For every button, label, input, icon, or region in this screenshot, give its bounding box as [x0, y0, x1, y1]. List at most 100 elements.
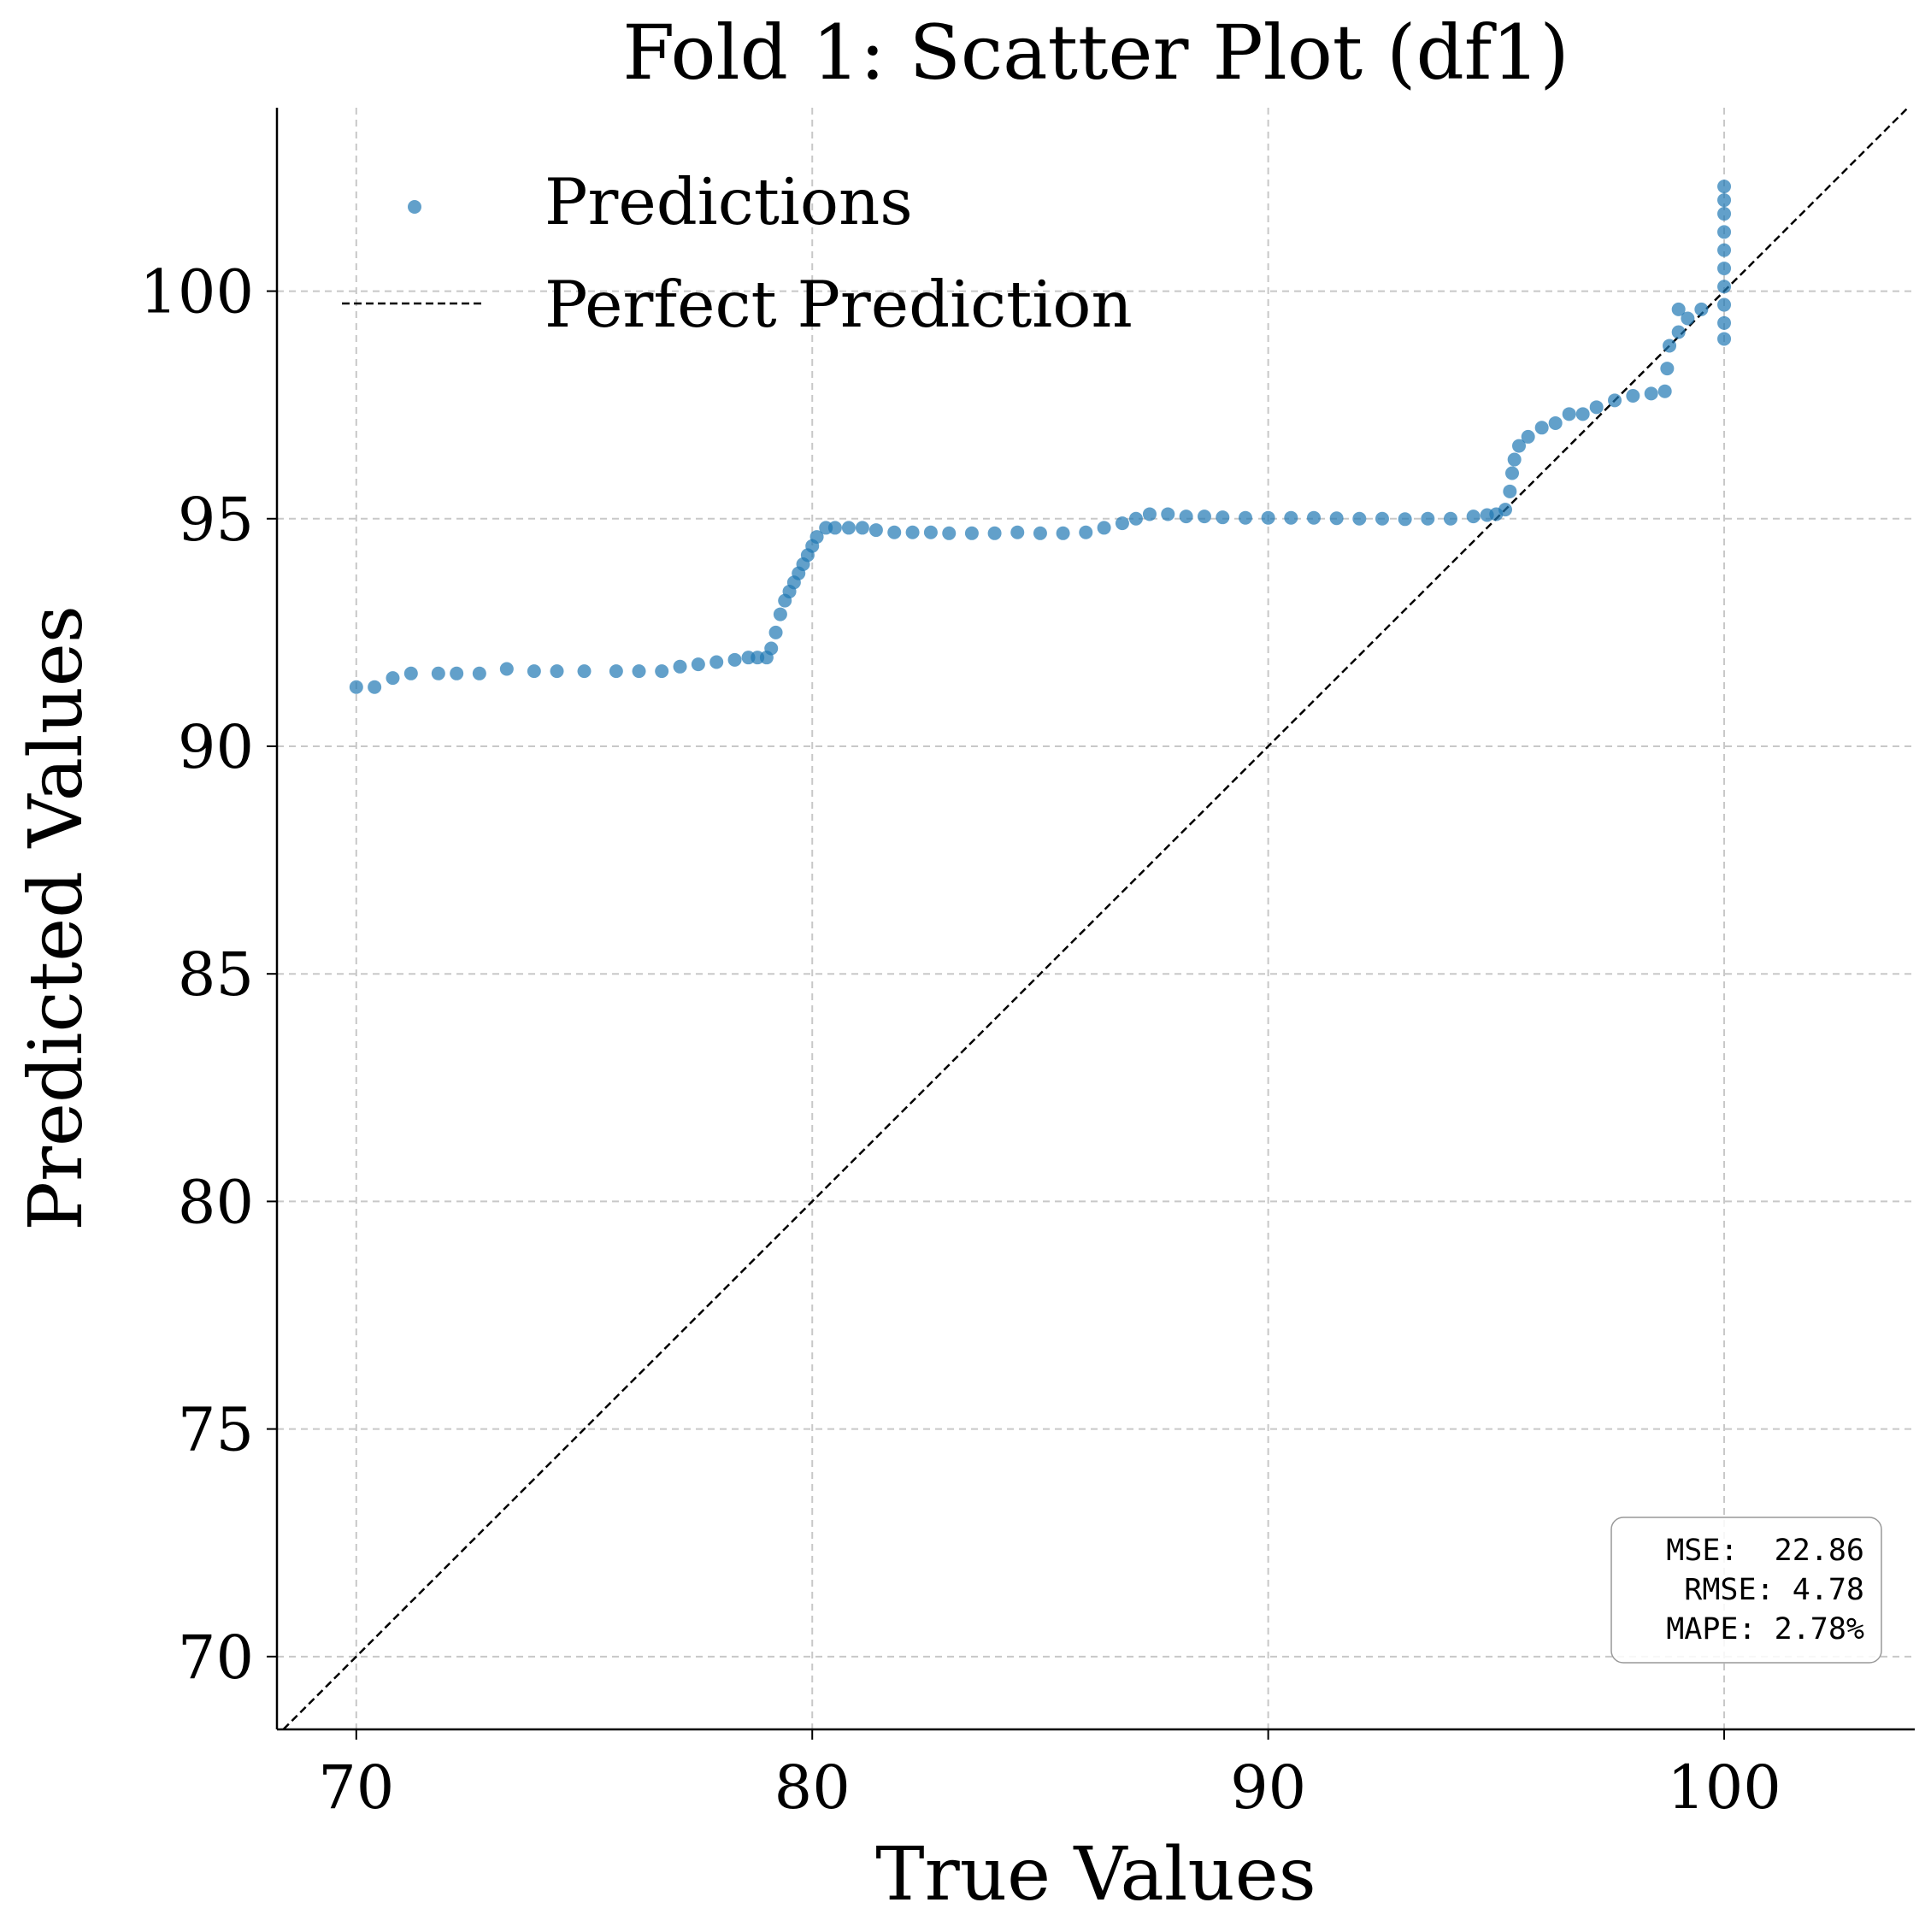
stats-box	[1610, 1517, 1882, 1664]
data-point	[1663, 339, 1677, 353]
data-point	[1575, 407, 1590, 421]
data-point	[773, 607, 787, 621]
data-point	[1179, 510, 1193, 524]
data-point	[1398, 512, 1412, 527]
stats-text: MAPE: 2.78%	[1666, 1612, 1864, 1646]
data-point	[691, 657, 705, 672]
data-point	[1284, 510, 1298, 525]
data-point	[1644, 386, 1658, 401]
data-point	[472, 666, 486, 680]
data-point	[499, 662, 514, 676]
data-point	[1512, 439, 1527, 453]
data-point	[1671, 302, 1686, 316]
data-point	[527, 664, 541, 679]
data-point	[1161, 507, 1175, 521]
data-point	[673, 659, 687, 674]
data-point	[841, 521, 856, 535]
legend-label: Perfect Prediction	[545, 267, 1133, 342]
data-point	[764, 641, 779, 656]
data-point	[809, 530, 824, 545]
x-tick-label: 80	[774, 1752, 851, 1823]
reference-line	[282, 107, 1909, 1730]
data-point	[1717, 243, 1732, 257]
chart-title: Fold 1: Scatter Plot (df1)	[622, 9, 1569, 97]
data-point	[942, 526, 957, 540]
data-point	[1097, 521, 1111, 535]
data-point	[1261, 510, 1275, 525]
data-point	[1033, 526, 1047, 540]
data-point	[827, 521, 842, 535]
data-point	[855, 521, 869, 535]
data-point	[1443, 511, 1457, 526]
data-point	[1717, 297, 1732, 312]
data-point	[964, 526, 979, 540]
stats-text: MSE: 22.86	[1666, 1534, 1864, 1568]
x-tick-label: 70	[318, 1752, 394, 1823]
data-point	[1681, 311, 1695, 326]
data-point	[1562, 407, 1576, 421]
data-point	[1717, 193, 1732, 208]
data-point	[1306, 510, 1321, 525]
legend-label: Predictions	[545, 164, 913, 239]
legend-marker	[408, 200, 421, 214]
y-tick-label: 75	[178, 1395, 254, 1465]
y-axis-label: Predicted Values	[14, 605, 99, 1231]
data-point	[1657, 384, 1672, 398]
data-point	[632, 664, 646, 679]
data-point	[450, 666, 464, 680]
x-axis-label: True Values	[875, 1832, 1316, 1917]
data-point	[1115, 516, 1129, 531]
data-point	[1534, 421, 1549, 435]
data-point	[1521, 429, 1535, 444]
data-point	[1498, 503, 1512, 517]
data-point	[923, 525, 938, 539]
data-point	[1238, 510, 1252, 525]
y-tick-label: 95	[178, 485, 254, 555]
data-point	[609, 664, 623, 679]
data-point	[1503, 484, 1517, 498]
data-point	[709, 655, 724, 669]
data-point	[1010, 525, 1025, 539]
data-point	[1717, 261, 1732, 275]
data-point	[1505, 466, 1520, 480]
data-point	[1626, 389, 1640, 403]
data-point	[386, 671, 400, 686]
data-point	[905, 525, 920, 539]
data-point	[1079, 525, 1093, 539]
data-point	[1717, 225, 1732, 239]
data-point	[987, 526, 1002, 540]
data-point	[868, 523, 883, 538]
data-point	[368, 680, 382, 694]
data-point	[431, 666, 445, 680]
data-point	[1548, 415, 1563, 430]
data-point	[887, 525, 902, 539]
data-point	[655, 664, 669, 679]
data-point	[1128, 511, 1143, 526]
data-point	[1717, 180, 1732, 194]
stats-text: RMSE: 4.78	[1666, 1573, 1864, 1607]
data-point	[1466, 510, 1481, 524]
data-point	[768, 625, 783, 639]
data-point	[1142, 507, 1157, 521]
data-point	[1375, 511, 1389, 526]
data-point	[349, 680, 363, 694]
x-tick-label: 100	[1667, 1752, 1781, 1823]
data-point	[1421, 511, 1435, 526]
data-point	[1589, 400, 1604, 415]
data-point	[550, 664, 564, 679]
data-point	[1717, 332, 1732, 346]
y-tick-label: 70	[178, 1623, 254, 1693]
data-point	[1608, 393, 1622, 408]
data-point	[1352, 511, 1367, 526]
data-point	[1694, 302, 1709, 316]
data-point	[577, 664, 592, 679]
data-point	[1056, 526, 1070, 540]
y-tick-label: 85	[178, 939, 254, 1010]
data-point	[1717, 280, 1732, 294]
data-point	[1717, 207, 1732, 221]
data-point	[1717, 315, 1732, 330]
data-point	[1671, 325, 1686, 339]
data-point	[727, 652, 742, 667]
y-tick-label: 100	[139, 257, 254, 327]
